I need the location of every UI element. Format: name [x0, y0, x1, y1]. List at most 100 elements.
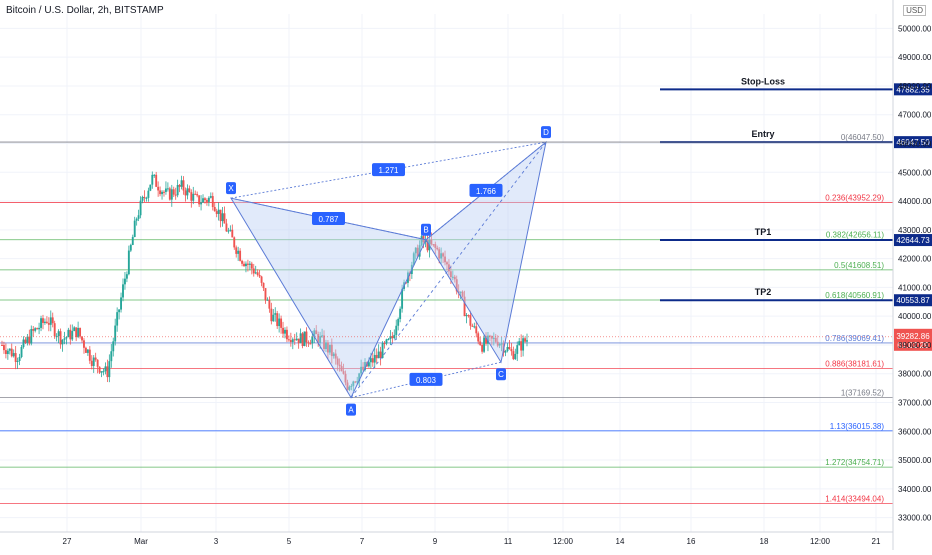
candle-body — [520, 341, 523, 351]
candle-body — [383, 343, 386, 345]
fib-level-label: 1.272(34754.71) — [825, 458, 884, 467]
candle-body — [231, 229, 234, 238]
candle-body — [285, 329, 288, 340]
candle-body — [219, 209, 222, 222]
candle-body — [436, 247, 439, 250]
price-tag: 42644.73 — [896, 236, 930, 245]
candle-body — [196, 194, 199, 196]
candle-body — [524, 338, 526, 342]
candle-body — [364, 362, 366, 370]
candle-body — [200, 202, 203, 205]
candle-body — [67, 329, 70, 338]
y-tick-label: 41000.00 — [898, 283, 932, 292]
fib-level-label: 0(46047.50) — [841, 133, 884, 142]
candle-body — [204, 198, 206, 201]
pattern-point-badge — [541, 126, 551, 139]
y-tick-label: 50000.00 — [898, 24, 932, 33]
candle-body — [122, 284, 124, 298]
candle-body — [114, 325, 117, 342]
fib-level-label: 0.5(41608.51) — [834, 261, 884, 270]
fib-level-label: 1.414(33494.04) — [825, 494, 884, 503]
candle-body — [348, 386, 351, 390]
y-tick-label: 45000.00 — [898, 168, 932, 177]
current-price-box — [894, 328, 932, 351]
currency-badge[interactable]: USD — [903, 5, 926, 16]
candle-body — [38, 327, 41, 330]
candle-body — [14, 353, 17, 362]
candle-body — [399, 308, 402, 320]
ratio-label: 0.803 — [416, 376, 437, 385]
candle-body — [233, 237, 236, 248]
candle-body — [389, 336, 392, 339]
candle-body — [463, 296, 466, 317]
candle-body — [149, 184, 152, 191]
candle-body — [163, 191, 165, 193]
x-tick-label: 27 — [63, 537, 72, 546]
candle-body — [268, 299, 271, 309]
candle-body — [317, 334, 320, 343]
candle-body — [526, 340, 528, 342]
candle-body — [49, 317, 52, 325]
candle-body — [229, 229, 232, 231]
pattern-point-badge — [421, 223, 431, 236]
ratio-label: 1.766 — [476, 187, 497, 196]
candle-body — [430, 239, 433, 245]
candle-body — [371, 358, 374, 363]
candle-body — [477, 333, 480, 342]
candle-body — [414, 247, 417, 254]
candle-body — [325, 342, 327, 350]
price-tag-box — [894, 294, 932, 307]
candle-body — [508, 346, 511, 350]
candle-body — [475, 326, 478, 334]
y-tick-label: 42000.00 — [898, 255, 932, 264]
fib-level-label: 0.382(42656.11) — [826, 231, 884, 240]
candle-body — [92, 357, 95, 366]
candle-body — [297, 338, 300, 344]
candle-body — [256, 272, 259, 275]
ratio-label: 0.787 — [318, 215, 339, 224]
pattern-ratio-line — [230, 197, 427, 241]
y-tick-label: 49000.00 — [898, 53, 932, 62]
candle-body — [4, 350, 7, 355]
candle-body — [291, 339, 294, 343]
trade-level-label: Entry — [751, 129, 774, 139]
candle-body — [342, 371, 345, 374]
ratio-label-box — [312, 211, 345, 225]
candle-body — [262, 282, 265, 289]
ratio-label-box — [409, 372, 443, 386]
candle-body — [444, 256, 446, 263]
candle-body — [282, 327, 284, 334]
candle-body — [75, 327, 78, 338]
candle-body — [272, 314, 275, 322]
price-tag-box — [894, 136, 932, 149]
candle-body — [276, 313, 279, 327]
fib-level-label: 1.13(36015.38) — [830, 422, 885, 431]
candle-body — [94, 357, 97, 360]
candle-body — [391, 336, 394, 339]
candle-body — [426, 239, 429, 251]
candle-body — [401, 288, 404, 309]
candle-body — [184, 190, 187, 196]
candle-body — [98, 366, 101, 373]
candle-body — [20, 347, 23, 357]
candle-body — [178, 184, 181, 187]
candle-body — [453, 276, 456, 280]
candle-body — [63, 338, 66, 340]
candle-body — [1, 344, 3, 346]
candle-body — [168, 188, 171, 200]
candle-body — [10, 348, 13, 357]
candle-body — [420, 236, 423, 246]
candle-body — [100, 371, 103, 373]
x-tick-label: 12:00 — [553, 537, 574, 546]
candle-body — [69, 329, 72, 340]
candle-body — [215, 211, 218, 214]
candle-body — [434, 244, 437, 248]
x-tick-label: 14 — [616, 537, 625, 546]
candle-body — [172, 189, 175, 195]
candle-body — [151, 174, 154, 185]
candle-body — [28, 336, 31, 344]
candle-body — [395, 325, 398, 335]
candle-body — [471, 325, 474, 327]
candle-body — [159, 190, 162, 195]
